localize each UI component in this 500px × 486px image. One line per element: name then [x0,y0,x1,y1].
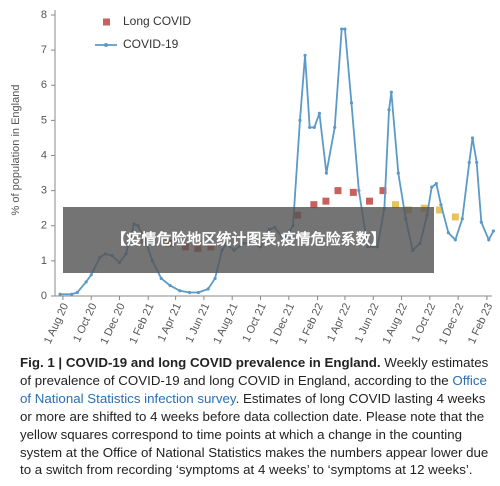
line-point [396,171,400,175]
x-tick-label: 1 Oct 21 [240,301,268,344]
line-point [389,90,393,94]
line-point [187,290,192,295]
line-point [491,229,495,233]
line-point [159,276,163,281]
y-tick-label: 4 [41,149,47,161]
y-tick-label: 7 [41,44,47,56]
banner: 【疫情危险地区统计图表,疫情危险系数】 [63,207,434,273]
x-tick-label: 1 Apr 21 [156,301,184,343]
line-point [303,53,307,57]
line-point [178,289,182,293]
line-point [333,125,337,129]
line-point [387,108,391,112]
line-point [475,160,479,165]
x-tick-label: 1 Feb 23 [466,301,495,345]
line-point [196,290,200,295]
legend-label: Long COVID [123,14,191,28]
legend-marker [104,43,108,47]
line-point [75,290,79,295]
line-point [467,160,471,165]
y-tick-label: 6 [41,79,47,91]
line-point [168,283,172,288]
line-point [470,136,475,140]
x-tick-label: 1 Aug 22 [381,301,410,345]
square-marker [379,187,387,195]
line-point [446,231,450,235]
line-point [434,182,438,186]
square-marker [451,213,459,221]
line-point [308,125,312,129]
caption: Fig. 1 | COVID-19 and long COVID prevale… [20,354,490,479]
y-tick-label: 0 [41,290,47,302]
x-tick-label: 1 Jun 21 [184,301,213,344]
line-point [460,217,464,221]
x-tick-label: 1 Aug 21 [211,301,240,345]
line-point [439,203,443,207]
line-point [70,292,74,296]
square-marker [334,187,342,195]
square-marker [310,201,318,209]
x-tick-label: 1 Jun 22 [353,301,382,344]
x-tick-label: 1 Feb 21 [127,301,156,345]
x-tick-label: 1 Oct 20 [71,301,99,344]
line-point [58,292,62,296]
x-tick-label: 1 Oct 22 [410,301,438,344]
line-point [479,220,483,224]
line-point [487,238,491,242]
caption-text: Weekly estimates of prevalence of COVID-… [20,355,489,388]
line-point [206,287,210,291]
line-point [89,273,93,277]
square-marker [436,206,444,214]
square-marker [366,197,374,205]
line-point [324,171,328,175]
y-axis-label: % of population in England [10,85,22,216]
x-tick-label: 1 Feb 22 [297,301,326,345]
y-tick-label: 2 [41,220,47,232]
y-tick-label: 8 [41,9,47,21]
line-point [317,111,322,115]
square-marker [392,201,400,209]
square-marker [322,197,330,205]
line-point [453,238,457,242]
legend-marker [103,18,110,26]
line-point [349,101,354,105]
line-point [298,118,302,122]
line-point [312,125,316,129]
line-point [340,27,344,31]
caption-title: COVID-19 and long COVID prevalence in En… [65,355,381,370]
legend-label: COVID-19 [123,37,179,51]
x-tick-label: 1 Aug 20 [42,301,71,345]
x-tick-label: 1 Dec 22 [437,301,466,346]
x-tick-label: 1 Apr 22 [325,301,353,343]
x-tick-label: 1 Dec 20 [98,301,127,346]
y-tick-label: 5 [41,114,47,126]
caption-label: Fig. 1 | [20,355,63,370]
caption-link[interactable]: Office of National Statistics infection … [20,372,487,406]
line-point [84,280,88,284]
line-point [430,185,434,189]
chart: % of population in England 0 1 2 3 4 5 6 7 8 1 Au… [10,9,495,346]
square-marker [349,188,357,196]
caption-text: . Estimates of long COVID lasting 4 week… [20,390,489,478]
y-tick-label: 1 [41,255,47,267]
line-point [357,189,361,193]
line-point [343,27,347,31]
y-tick-label: 3 [41,185,47,197]
line-point [213,276,217,281]
x-tick-label: 1 Dec 21 [268,301,297,346]
